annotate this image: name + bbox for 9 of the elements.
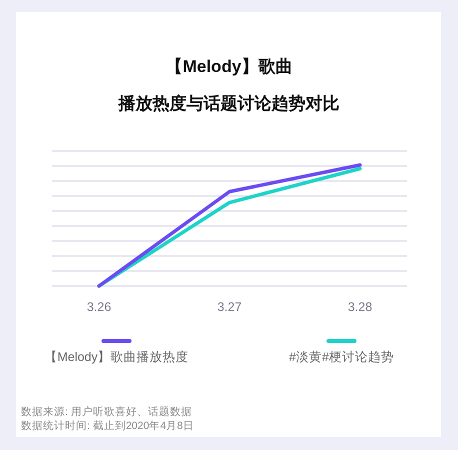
x-tick-label: 3.26 xyxy=(86,300,112,314)
chart-subtitle: 播放热度与话题讨论趋势对比 xyxy=(118,94,340,113)
chart-title: 【Melody】歌曲 xyxy=(166,57,292,76)
legend-label: #淡黄#梗讨论趋势 xyxy=(289,350,394,364)
x-tick-label: 3.27 xyxy=(217,300,242,314)
legend-label: 【Melody】歌曲播放热度 xyxy=(44,349,189,364)
text: 数据统计时间: 截止到2020年4月8日 xyxy=(21,419,194,432)
x-tick-label: 3.28 xyxy=(348,300,372,314)
source-note: 数据来源: 用户听歌喜好、话题数据 xyxy=(21,405,192,418)
